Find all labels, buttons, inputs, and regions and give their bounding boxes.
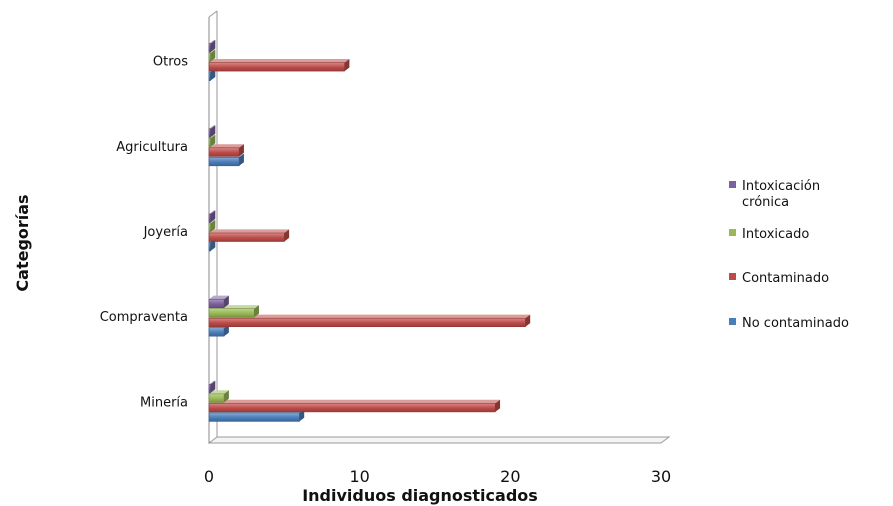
axes: [207, 10, 671, 444]
legend-item-no-contaminado: No contaminado: [729, 316, 849, 331]
category-label-otros: Otros: [153, 55, 188, 70]
x-axis-title: Individuos diagnosticados: [302, 486, 538, 505]
legend-label: Intoxicado: [742, 227, 809, 242]
bar-joyeria-intoxicacion-cronica: [208, 210, 216, 223]
x-tick-label-10: 10: [349, 467, 369, 486]
legend-swatch: [729, 273, 736, 280]
legend-swatch: [729, 229, 736, 236]
x-tick-label-30: 30: [651, 467, 671, 486]
category-label-mineria: Minería: [140, 395, 188, 410]
bars: [208, 40, 531, 422]
bar-otros-intoxicacion-cronica: [208, 40, 216, 53]
wall-top-edge: [208, 10, 218, 18]
x-tick-label-20: 20: [500, 467, 520, 486]
bar-joyeria-contaminado: [208, 229, 290, 242]
bar-compraventa-intoxicacion-cronica: [208, 295, 229, 309]
x-tick-labels: 0 10 20 30: [204, 467, 671, 486]
category-labels: Minería Compraventa Joyería Agricultura Otro…: [100, 55, 188, 411]
legend-label: No contaminado: [742, 316, 849, 331]
y-axis-title: Categorías: [13, 194, 32, 291]
bar-compraventa-contaminado: [208, 314, 531, 328]
bar-agricultura-contaminado: [208, 144, 244, 157]
legend-swatch: [729, 181, 736, 188]
legend-swatch: [729, 318, 736, 325]
floor-plane: [207, 436, 671, 444]
legend-label: Intoxicación: [742, 179, 820, 194]
legend-item-intoxicado: Intoxicado: [729, 227, 809, 242]
category-label-agricultura: Agricultura: [116, 140, 188, 155]
category-label-joyeria: Joyería: [143, 225, 188, 240]
bar-otros-contaminado: [208, 59, 350, 72]
legend-label: crónica: [742, 195, 789, 210]
bar-mineria-intoxicacion-cronica: [208, 380, 216, 394]
legend-item-contaminado: Contaminado: [729, 271, 829, 286]
bar-agricultura-intoxicacion-cronica: [208, 125, 216, 138]
bar-mineria-intoxicado: [208, 390, 229, 403]
legend-label: Contaminado: [742, 271, 829, 286]
bar-mineria-contaminado: [208, 399, 501, 413]
x-tick-label-0: 0: [204, 467, 214, 486]
category-label-compraventa: Compraventa: [100, 310, 188, 325]
